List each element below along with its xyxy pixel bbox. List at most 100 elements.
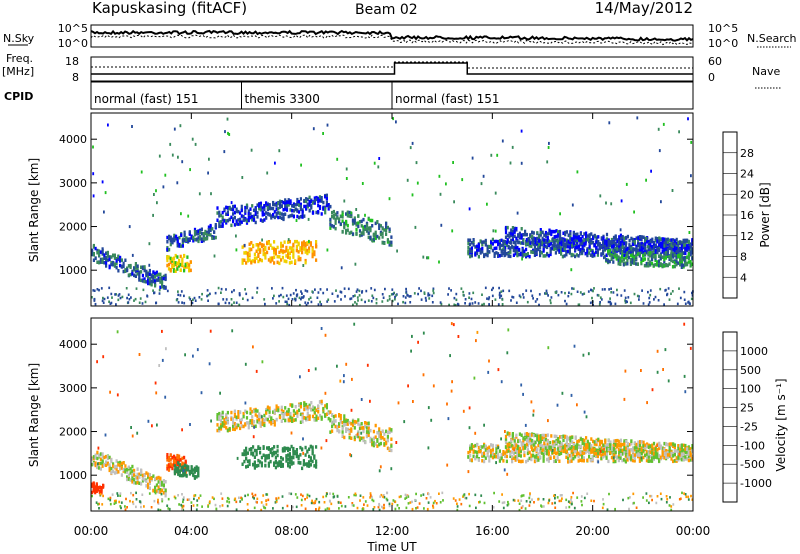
- velocity-cell: [296, 414, 299, 418]
- power-cell: [161, 282, 164, 286]
- power-cell: [275, 214, 278, 218]
- power-cell: [315, 258, 318, 262]
- power-cell: [169, 238, 172, 243]
- power-cell: [259, 208, 262, 212]
- velocity-cell: [315, 459, 318, 463]
- power-cell: [561, 247, 564, 251]
- velocity-cell: [609, 450, 612, 455]
- velocity-cell: [479, 449, 482, 454]
- velocity-cell: [469, 458, 472, 462]
- power-ytick-label: 4000: [59, 133, 87, 146]
- power-cell: [119, 255, 122, 260]
- velocity-cell: [645, 450, 648, 455]
- power-cell: [511, 145, 514, 149]
- power-cell: [665, 247, 668, 251]
- power-cell: [169, 269, 172, 273]
- velocity-cell: [197, 467, 200, 471]
- velocity-cell: [658, 446, 661, 451]
- velocity-cell: [94, 488, 97, 493]
- power-cell: [242, 218, 245, 222]
- velocity-cell: [647, 445, 650, 449]
- velocity-cell: [638, 459, 641, 463]
- power-cell: [254, 212, 257, 216]
- power-cell: [619, 256, 622, 260]
- velocity-cell: [358, 436, 362, 440]
- power-cell: [673, 241, 676, 246]
- power-cell: [402, 295, 405, 298]
- power-cell: [558, 233, 562, 237]
- velocity-cell: [94, 456, 97, 460]
- power-cell: [488, 296, 491, 299]
- power-cell: [413, 292, 416, 295]
- power-cell: [138, 301, 141, 304]
- velocity-cell: [320, 399, 323, 404]
- power-cell: [248, 258, 251, 262]
- velocity-cell: [612, 448, 616, 452]
- power-cell: [281, 255, 284, 260]
- power-cell: [569, 236, 572, 241]
- power-cell: [652, 247, 656, 251]
- velocity-cell: [159, 488, 162, 492]
- power-cell: [388, 227, 391, 231]
- power-cell: [605, 232, 609, 237]
- power-cell: [486, 297, 488, 300]
- power-cell: [277, 215, 280, 220]
- velocity-cell: [581, 458, 584, 463]
- power-cell: [262, 252, 265, 256]
- velocity-cell: [252, 409, 256, 413]
- velocity-cell: [266, 417, 269, 422]
- velocity-cell: [651, 455, 654, 459]
- velocity-cell: [183, 455, 186, 460]
- power-cell: [600, 298, 603, 301]
- power-cell: [250, 247, 253, 252]
- velocity-cell: [254, 413, 257, 417]
- power-cell: [689, 247, 692, 251]
- power-cell: [637, 248, 640, 253]
- power-cell: [171, 153, 174, 157]
- power-cell: [663, 257, 666, 262]
- power-cell: [336, 294, 339, 298]
- power-cell: [138, 275, 141, 279]
- power-cell: [626, 234, 629, 239]
- velocity-cell: [250, 447, 253, 451]
- power-cell: [611, 244, 614, 249]
- velocity-cell: [646, 452, 649, 457]
- velocity-cell: [322, 409, 325, 414]
- power-cell: [141, 279, 144, 283]
- velocity-cell: [514, 458, 517, 462]
- velocity-cell: [152, 474, 155, 478]
- velocity-cell: [91, 484, 94, 488]
- velocity-cell: [609, 443, 612, 447]
- power-cell: [578, 244, 581, 248]
- velocity-cell: [367, 430, 370, 434]
- power-cell: [153, 291, 155, 295]
- power-cell: [117, 298, 120, 302]
- power-cell: [516, 249, 519, 253]
- power-cell: [498, 291, 501, 295]
- velocity-cell: [177, 461, 180, 465]
- power-cell: [181, 260, 184, 264]
- velocity-cell: [604, 452, 607, 456]
- power-cell: [595, 236, 598, 241]
- power-cell: [427, 292, 430, 295]
- power-cell: [176, 261, 179, 265]
- velocity-cell: [97, 488, 100, 492]
- velocity-cell: [133, 473, 136, 477]
- power-cell: [576, 245, 579, 250]
- power-cell: [583, 242, 586, 247]
- velocity-cell: [649, 455, 652, 459]
- power-cell: [483, 240, 486, 244]
- velocity-cell: [607, 443, 610, 447]
- power-cell: [579, 252, 581, 256]
- velocity-cell: [256, 414, 259, 419]
- velocity-cell: [280, 460, 283, 464]
- power-cell: [547, 146, 550, 149]
- power-cell: [498, 241, 501, 245]
- velocity-cell: [264, 454, 267, 458]
- power-cell: [662, 122, 665, 126]
- velocity-cell: [264, 463, 267, 468]
- power-cell: [549, 301, 552, 305]
- power-cell: [679, 296, 682, 300]
- power-cell: [252, 214, 256, 218]
- velocity-cell: [476, 443, 479, 447]
